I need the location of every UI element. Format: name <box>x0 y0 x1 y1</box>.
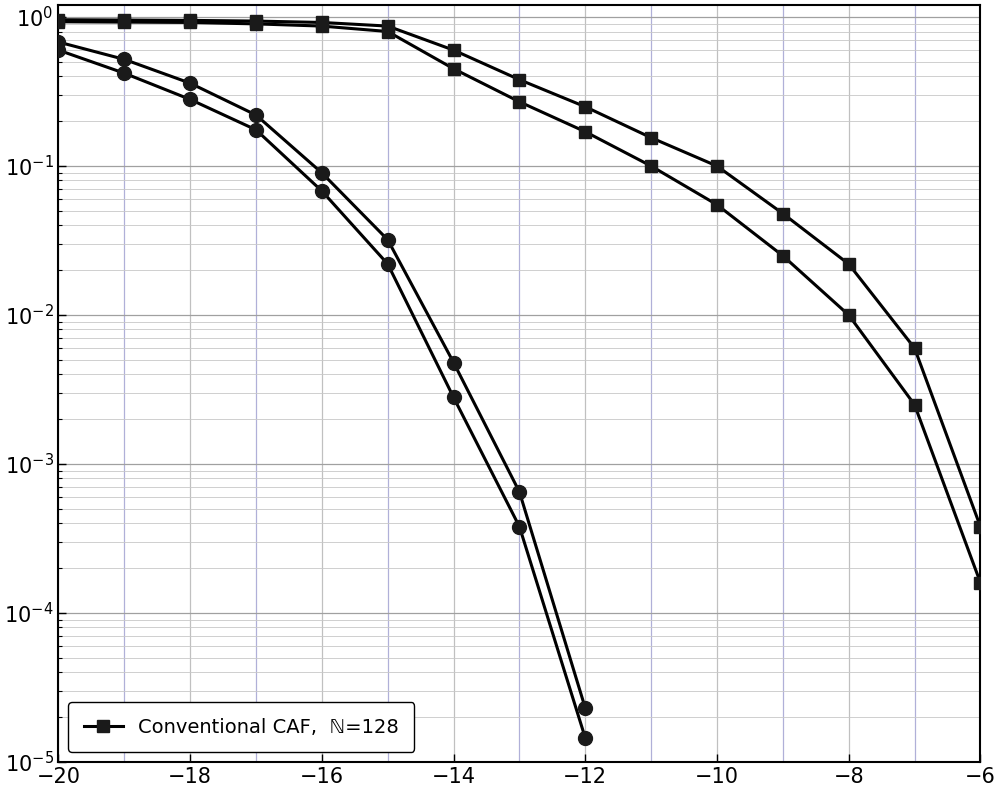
Conventional CAF,  ℕ=128 <box>579 127 591 137</box>
Conventional CAF,  ℕ=128 <box>184 17 196 27</box>
Legend: Conventional CAF,  ℕ=128: Conventional CAF, ℕ=128 <box>68 702 414 752</box>
Line: Conventional CAF,  ℕ=128: Conventional CAF, ℕ=128 <box>52 16 987 589</box>
Conventional CAF,  ℕ=128 <box>645 161 657 171</box>
Conventional CAF,  ℕ=128 <box>843 310 855 320</box>
Conventional CAF,  ℕ=128 <box>52 17 64 27</box>
Conventional CAF,  ℕ=128 <box>909 400 921 410</box>
Conventional CAF,  ℕ=128 <box>250 19 262 28</box>
Conventional CAF,  ℕ=128 <box>118 17 130 27</box>
Conventional CAF,  ℕ=128 <box>777 251 789 260</box>
Conventional CAF,  ℕ=128 <box>448 64 460 74</box>
Conventional CAF,  ℕ=128 <box>316 21 328 31</box>
Conventional CAF,  ℕ=128 <box>974 578 986 588</box>
Conventional CAF,  ℕ=128 <box>513 97 525 107</box>
Conventional CAF,  ℕ=128 <box>382 27 394 36</box>
Conventional CAF,  ℕ=128 <box>711 200 723 210</box>
